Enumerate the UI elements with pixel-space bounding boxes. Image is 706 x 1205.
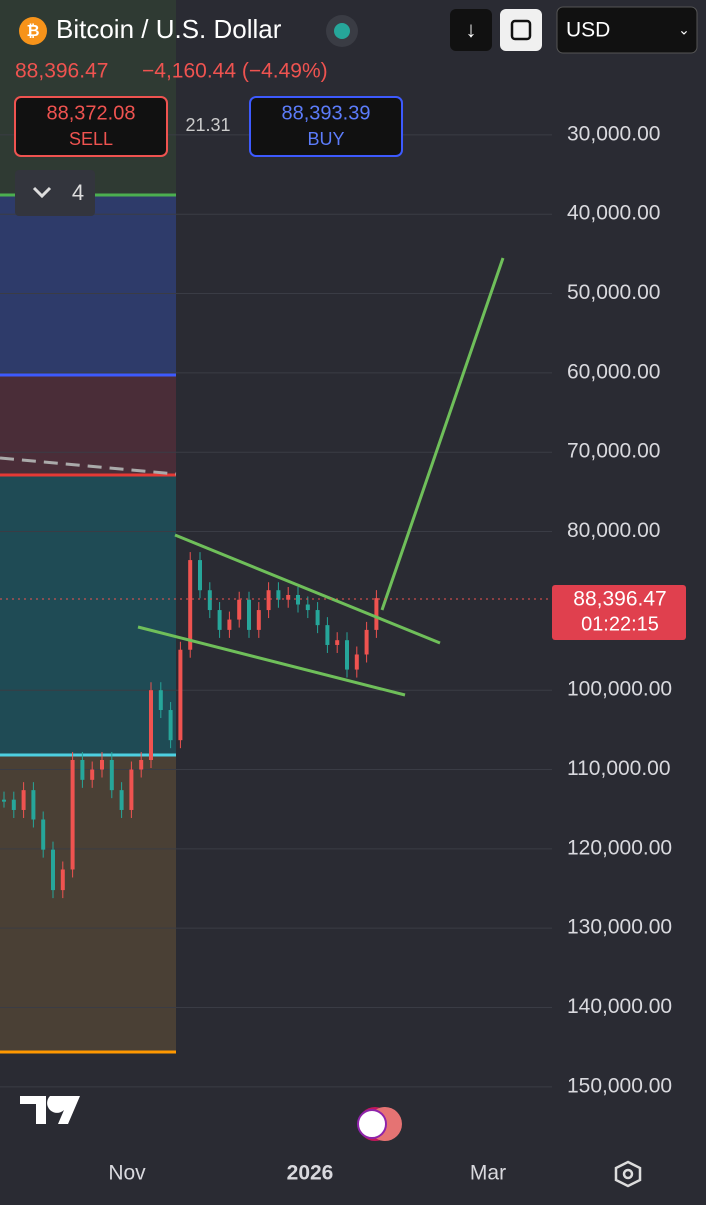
y-tick-label: 50,000.00 <box>567 281 660 304</box>
candle <box>168 710 173 741</box>
last-price: 88,396.47 <box>573 588 666 611</box>
y-tick-label: 120,000.00 <box>567 836 672 859</box>
candle <box>80 760 85 780</box>
zone <box>0 375 176 475</box>
price-label-box <box>552 585 686 640</box>
y-tick-label: 60,000.00 <box>567 360 660 383</box>
candle <box>100 760 104 770</box>
candle <box>345 640 349 670</box>
y-tick-label: 70,000.00 <box>567 440 660 463</box>
x-tick-label: 2026 <box>287 1162 334 1185</box>
candle <box>178 649 183 741</box>
candle <box>315 610 320 626</box>
y-tick-label: 130,000.00 <box>567 916 672 939</box>
candle <box>149 690 153 760</box>
indicators-count: 4 <box>72 180 84 205</box>
candle <box>188 560 193 650</box>
chevron-icon <box>32 186 52 199</box>
drawings <box>137 257 505 697</box>
y-tick-label: 140,000.00 <box>567 995 672 1018</box>
candles <box>2 552 379 899</box>
candle <box>11 799 16 810</box>
zone <box>0 195 176 375</box>
candle <box>296 594 300 605</box>
y-axis: 30,000.00 40,000.00 50,000.00 60,000.00 70,0… <box>567 122 672 1097</box>
candle <box>364 629 369 655</box>
download-button[interactable] <box>450 9 492 51</box>
countdown: 01:22:15 <box>581 613 659 635</box>
candle <box>217 610 222 630</box>
candle <box>21 790 26 810</box>
settings-icon-center <box>622 1168 634 1180</box>
candle <box>247 599 251 630</box>
candle <box>31 790 36 820</box>
spread: 21.31 <box>185 115 230 135</box>
candle <box>60 869 65 891</box>
candle <box>207 590 212 611</box>
flag-icon <box>357 1109 387 1139</box>
btc-symbol: ₿ <box>26 22 39 40</box>
candle <box>198 560 202 591</box>
currency: USD <box>566 19 610 42</box>
candle <box>70 760 75 870</box>
indicators-toggle[interactable] <box>15 170 95 216</box>
candle <box>266 590 271 611</box>
sell-label: SELL <box>69 129 113 149</box>
candle <box>354 654 359 670</box>
x-tick-label: Mar <box>470 1162 506 1185</box>
x-tick-label: Nov <box>108 1162 146 1185</box>
sell-price: 88,372.08 <box>47 102 136 124</box>
y-tick-label: 100,000.00 <box>567 678 672 701</box>
price: 88,396.47 <box>15 60 108 83</box>
candle <box>374 598 379 630</box>
settings-icon[interactable] <box>614 1160 642 1188</box>
fullscreen-icon <box>510 19 532 41</box>
y-tick-label: 110,000.00 <box>567 757 671 780</box>
candle <box>227 619 232 630</box>
buy-label: BUY <box>307 129 344 149</box>
x-axis: Nov 2026 Mar <box>108 1162 506 1185</box>
candle <box>119 790 124 810</box>
candle <box>139 760 144 770</box>
candle <box>305 604 310 611</box>
candle <box>129 769 134 810</box>
buy-price: 88,393.39 <box>282 102 371 124</box>
tv-logo <box>20 1096 80 1124</box>
change: −4,160.44 (−4.49%) <box>142 60 328 83</box>
candle <box>41 819 46 850</box>
candle <box>335 640 340 645</box>
y-tick-label: 150,000.00 <box>567 1074 672 1097</box>
title: Bitcoin / U.S. Dollar <box>56 14 282 44</box>
candle <box>51 849 55 891</box>
chevron: ⌄ <box>678 22 690 38</box>
currency-select[interactable] <box>556 6 698 54</box>
status-dot <box>334 23 350 39</box>
y-tick-label: 30,000.00 <box>567 122 660 145</box>
candle <box>276 590 281 600</box>
candle <box>256 610 261 630</box>
candle <box>109 760 114 791</box>
trend-line <box>380 257 505 611</box>
btc-icon <box>19 17 47 45</box>
download-icon: ↓ <box>466 17 477 42</box>
y-tick-label: 40,000.00 <box>567 202 660 225</box>
y-tick-label: 80,000.00 <box>567 519 660 542</box>
trend-line <box>137 625 406 697</box>
sell-button[interactable] <box>14 96 168 157</box>
candle <box>90 769 95 780</box>
fullscreen-button[interactable] <box>500 9 542 51</box>
zone <box>0 475 176 755</box>
candle <box>158 690 163 711</box>
candle <box>325 625 330 645</box>
candle <box>237 599 242 620</box>
zones <box>0 0 177 1054</box>
zone <box>0 755 176 1052</box>
candle <box>286 594 291 600</box>
trend-line <box>174 533 441 645</box>
candle <box>2 799 6 802</box>
dashed-line <box>0 456 177 476</box>
buy-button[interactable] <box>249 96 403 157</box>
